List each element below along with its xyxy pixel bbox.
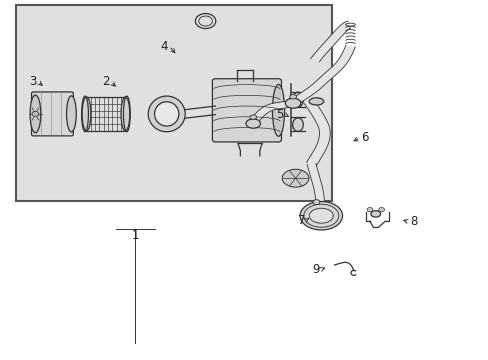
Ellipse shape (82, 97, 91, 131)
Circle shape (366, 207, 372, 212)
Ellipse shape (272, 84, 284, 136)
Ellipse shape (121, 97, 129, 131)
Ellipse shape (303, 204, 338, 227)
Ellipse shape (154, 102, 179, 126)
Ellipse shape (282, 169, 308, 187)
Circle shape (378, 207, 384, 212)
Ellipse shape (370, 211, 380, 217)
Ellipse shape (148, 96, 185, 132)
Text: 6: 6 (361, 131, 368, 144)
Text: 9: 9 (312, 263, 320, 276)
Ellipse shape (308, 98, 323, 105)
Text: 8: 8 (409, 215, 417, 228)
FancyBboxPatch shape (212, 79, 281, 142)
Ellipse shape (300, 202, 342, 230)
Polygon shape (310, 21, 350, 62)
Bar (16, 5, 331, 202)
Text: 7: 7 (297, 213, 305, 226)
Ellipse shape (285, 98, 300, 108)
Polygon shape (306, 163, 324, 205)
Polygon shape (304, 99, 329, 165)
Text: 2: 2 (102, 75, 109, 88)
Ellipse shape (30, 95, 41, 133)
Text: 4: 4 (160, 40, 168, 53)
Text: 1: 1 (131, 229, 139, 242)
Ellipse shape (292, 92, 303, 107)
Ellipse shape (309, 208, 333, 223)
Ellipse shape (245, 119, 260, 128)
Text: 3: 3 (29, 75, 37, 88)
Ellipse shape (292, 118, 303, 131)
Ellipse shape (66, 96, 76, 132)
Bar (86, 97, 125, 131)
FancyBboxPatch shape (31, 92, 73, 136)
Polygon shape (289, 45, 354, 105)
Circle shape (32, 111, 39, 116)
Text: 5: 5 (276, 108, 283, 121)
Ellipse shape (289, 95, 296, 99)
Polygon shape (249, 100, 294, 124)
Ellipse shape (249, 115, 256, 119)
Ellipse shape (312, 200, 319, 204)
